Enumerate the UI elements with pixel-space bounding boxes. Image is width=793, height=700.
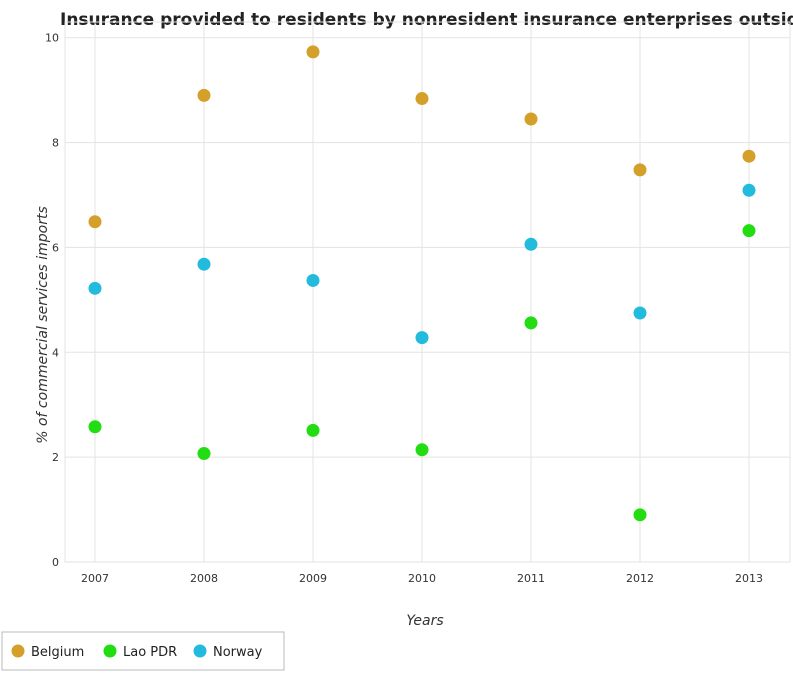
x-tick-label: 2009 — [299, 572, 327, 585]
legend-marker-norway — [193, 644, 207, 658]
point-lao-pdr — [415, 443, 429, 457]
chart-title: Insurance provided to residents by nonre… — [60, 10, 793, 30]
point-lao-pdr — [633, 508, 647, 522]
legend: Belgium Lao PDR Norway — [1, 631, 285, 671]
point-lao-pdr — [524, 316, 538, 330]
point-norway — [197, 257, 211, 271]
x-tick-label: 2013 — [735, 572, 763, 585]
point-belgium — [742, 149, 756, 163]
x-tick-label: 2008 — [190, 572, 218, 585]
point-norway — [306, 273, 320, 287]
y-tick-label: 10 — [45, 32, 59, 45]
x-tick-label: 2007 — [81, 572, 109, 585]
y-tick-label: 6 — [52, 241, 59, 254]
x-tick-label: 2011 — [517, 572, 545, 585]
legend-box — [1, 631, 285, 671]
point-lao-pdr — [88, 420, 102, 434]
point-lao-pdr — [306, 423, 320, 437]
legend-marker-belgium — [11, 644, 25, 658]
point-belgium — [524, 112, 538, 126]
y-tick-label: 0 — [52, 556, 59, 569]
axes: 0 2 4 6 8 10 2007 2008 2009 2010 2011 2012 2013 — [45, 32, 763, 585]
point-norway — [633, 306, 647, 320]
point-belgium — [306, 45, 320, 59]
legend-label-norway: Norway — [213, 645, 263, 660]
point-norway — [88, 281, 102, 295]
point-norway — [742, 183, 756, 197]
legend-label-belgium: Belgium — [31, 645, 84, 660]
legend-marker-lao-pdr — [103, 644, 117, 658]
x-tick-label: 2012 — [626, 572, 654, 585]
point-lao-pdr — [742, 224, 756, 238]
legend-label-lao-pdr: Lao PDR — [123, 645, 177, 660]
point-belgium — [197, 88, 211, 102]
y-axis-label: % of commercial services imports — [35, 206, 51, 444]
point-norway — [524, 237, 538, 251]
y-tick-label: 4 — [52, 346, 59, 359]
point-belgium — [88, 215, 102, 229]
point-belgium — [415, 92, 429, 106]
grid — [64, 21, 791, 563]
data-points — [88, 45, 756, 522]
y-tick-label: 2 — [52, 451, 59, 464]
point-belgium — [633, 163, 647, 177]
x-axis-label: Years — [406, 613, 443, 629]
y-tick-label: 8 — [52, 137, 59, 150]
plot-area — [64, 21, 791, 563]
point-norway — [415, 331, 429, 345]
x-tick-label: 2010 — [408, 572, 436, 585]
point-lao-pdr — [197, 446, 211, 460]
